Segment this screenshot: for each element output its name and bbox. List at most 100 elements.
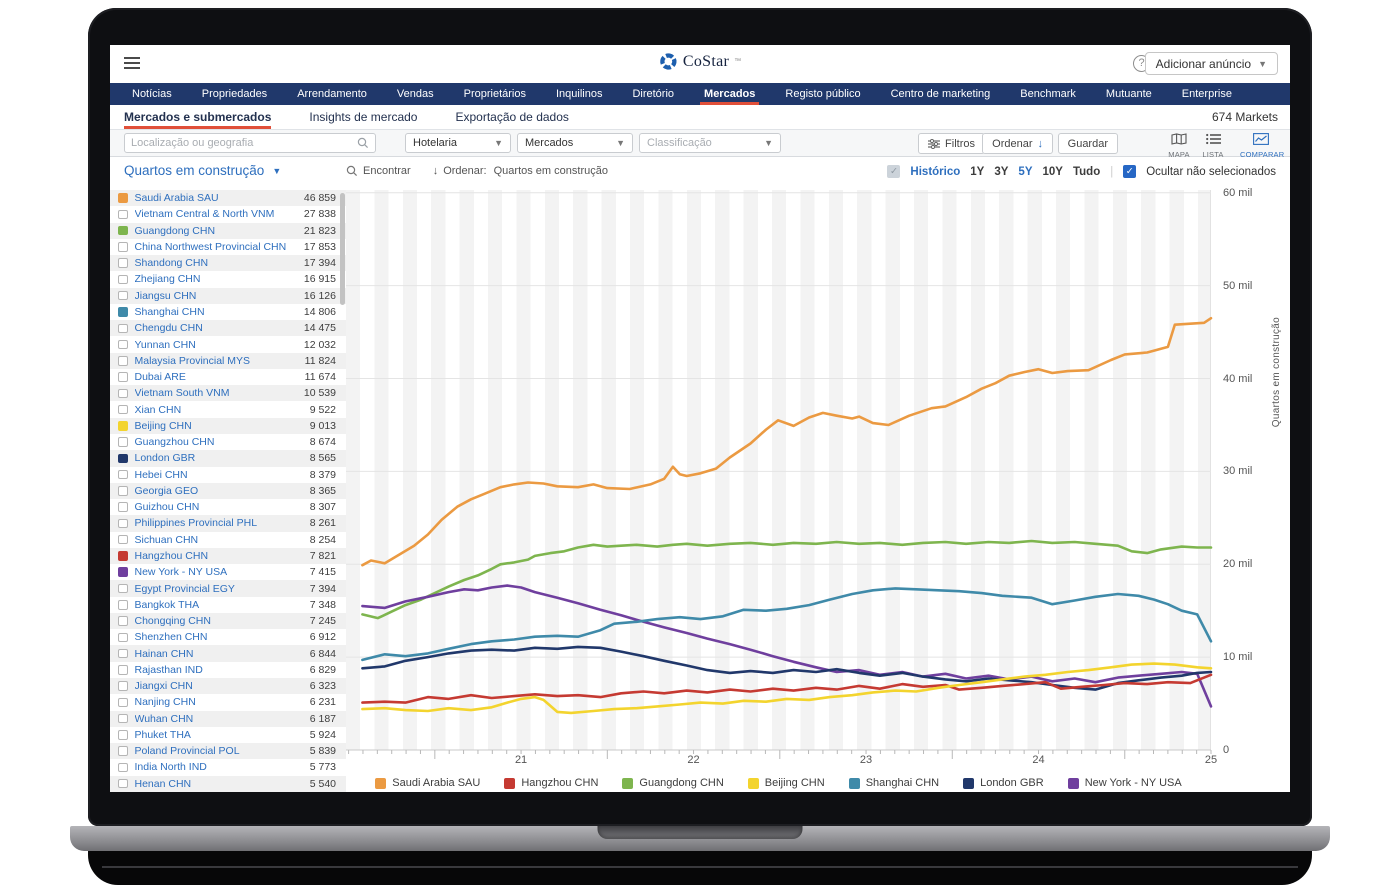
range-1y[interactable]: 1Y bbox=[970, 165, 985, 178]
market-checkbox[interactable] bbox=[118, 551, 128, 561]
market-checkbox[interactable] bbox=[118, 502, 128, 512]
subtab-exporta-o-de-dados[interactable]: Exportação de dados bbox=[455, 110, 569, 124]
market-checkbox[interactable] bbox=[118, 469, 128, 480]
market-row[interactable]: Beijing CHN 9 013 bbox=[110, 417, 346, 434]
nav-item-propriet-rios[interactable]: Proprietários bbox=[463, 88, 526, 100]
market-checkbox[interactable] bbox=[118, 225, 128, 236]
series-line-hangzhou-chn[interactable] bbox=[361, 673, 1213, 704]
market-row[interactable]: Hangzhou CHN 7 821 bbox=[110, 547, 346, 565]
market-checkbox[interactable] bbox=[118, 356, 128, 366]
market-row[interactable]: Chengdu CHN 14 475 bbox=[110, 320, 346, 337]
market-checkbox[interactable] bbox=[118, 730, 128, 740]
market-row[interactable]: Shandong CHN 17 394 bbox=[110, 255, 346, 272]
market-checkbox[interactable] bbox=[118, 274, 128, 285]
legend-item-london-gbr[interactable]: London GBR bbox=[963, 777, 1044, 789]
market-checkbox[interactable] bbox=[118, 600, 128, 610]
market-checkbox[interactable] bbox=[118, 778, 128, 789]
market-checkbox[interactable] bbox=[118, 258, 128, 268]
range-tudo[interactable]: Tudo bbox=[1072, 165, 1101, 178]
market-row[interactable]: Jiangsu CHN 16 126 bbox=[110, 287, 346, 304]
legend-item-guangdong-chn[interactable]: Guangdong CHN bbox=[622, 777, 724, 789]
market-row[interactable]: Yunnan CHN 12 032 bbox=[110, 336, 346, 352]
market-checkbox[interactable] bbox=[118, 518, 128, 529]
market-checkbox[interactable] bbox=[118, 665, 128, 675]
market-checkbox[interactable] bbox=[118, 632, 128, 643]
market-row[interactable]: Guangdong CHN 21 823 bbox=[110, 222, 346, 239]
nav-item-registo-p-blico[interactable]: Registo público bbox=[785, 88, 861, 100]
range-10y[interactable]: 10Y bbox=[1042, 165, 1063, 178]
market-row[interactable]: Bangkok THA 7 348 bbox=[110, 597, 346, 613]
market-row[interactable]: Philippines Provincial PHL 8 261 bbox=[110, 515, 346, 532]
market-row[interactable]: Guizhou CHN 8 307 bbox=[110, 499, 346, 515]
hide-unselected-checkbox[interactable]: ✓ bbox=[1123, 165, 1137, 178]
chart-sort-control[interactable]: ↓ Ordenar: Quartos em construção bbox=[433, 165, 608, 177]
property-type-select[interactable]: Hotelaria ▼ bbox=[405, 133, 511, 153]
view-compare-button[interactable]: COMPARAR bbox=[1240, 132, 1284, 159]
series-line-shanghai-chn[interactable] bbox=[361, 587, 1213, 662]
historico-checkbox[interactable]: ✓ bbox=[887, 165, 901, 178]
location-search-input[interactable] bbox=[125, 137, 357, 149]
market-row[interactable]: Chongqing CHN 7 245 bbox=[110, 612, 346, 630]
market-row[interactable]: China Northwest Provincial CHN 17 853 bbox=[110, 239, 346, 255]
legend-item-hangzhou-chn[interactable]: Hangzhou CHN bbox=[504, 777, 598, 789]
location-search[interactable] bbox=[124, 133, 376, 153]
market-checkbox[interactable] bbox=[118, 567, 128, 577]
range-3y[interactable]: 3Y bbox=[994, 165, 1009, 178]
series-line-guangdong-chn[interactable] bbox=[361, 539, 1213, 620]
market-row[interactable]: Poland Provincial POL 5 839 bbox=[110, 743, 346, 760]
nav-item-mutuante[interactable]: Mutuante bbox=[1105, 88, 1152, 100]
market-row[interactable]: New York - NY USA 7 415 bbox=[110, 564, 346, 580]
market-checkbox[interactable] bbox=[118, 583, 128, 594]
market-row[interactable]: Shanghai CHN 14 806 bbox=[110, 304, 346, 320]
market-checkbox[interactable] bbox=[118, 534, 128, 545]
metric-selector[interactable]: Quartos em construção ▼ bbox=[124, 163, 281, 178]
market-row[interactable]: Georgia GEO 8 365 bbox=[110, 482, 346, 500]
nav-item-diret-rio[interactable]: Diretório bbox=[632, 88, 675, 100]
filters-button[interactable]: Filtros bbox=[918, 133, 985, 154]
market-row[interactable]: Hainan CHN 6 844 bbox=[110, 645, 346, 662]
find-button[interactable]: Encontrar bbox=[346, 165, 411, 177]
market-checkbox[interactable] bbox=[118, 290, 128, 301]
market-checkbox[interactable] bbox=[118, 307, 128, 317]
market-checkbox[interactable] bbox=[118, 453, 128, 464]
market-row[interactable]: Dubai ARE 11 674 bbox=[110, 369, 346, 385]
legend-item-shanghai-chn[interactable]: Shanghai CHN bbox=[848, 777, 939, 789]
nav-item-arrendamento[interactable]: Arrendamento bbox=[297, 88, 367, 100]
market-row[interactable]: Zhejiang CHN 16 915 bbox=[110, 271, 346, 287]
subtab-insights-de-mercado[interactable]: Insights de mercado bbox=[309, 110, 418, 124]
nav-item-centro-de-marketing[interactable]: Centro de marketing bbox=[890, 88, 991, 100]
nav-item-not-cias[interactable]: Notícias bbox=[132, 88, 172, 100]
market-checkbox[interactable] bbox=[118, 762, 128, 773]
market-row[interactable]: Vietnam South VNM 10 539 bbox=[110, 385, 346, 402]
geography-level-select[interactable]: Mercados ▼ bbox=[517, 133, 633, 153]
market-row[interactable]: Xian CHN 9 522 bbox=[110, 401, 346, 417]
nav-item-vendas[interactable]: Vendas bbox=[396, 88, 434, 100]
nav-item-mercados[interactable]: Mercados bbox=[700, 83, 760, 105]
nav-item-propriedades[interactable]: Propriedades bbox=[201, 88, 268, 100]
view-list-button[interactable]: LISTA bbox=[1192, 132, 1234, 159]
market-checkbox[interactable] bbox=[118, 209, 128, 220]
market-checkbox[interactable] bbox=[118, 746, 128, 756]
range-5y[interactable]: 5Y bbox=[1018, 165, 1033, 178]
series-line-saudi-arabia-sau[interactable] bbox=[361, 316, 1213, 567]
market-row[interactable]: Henan CHN 5 540 bbox=[110, 775, 346, 792]
market-checkbox[interactable] bbox=[118, 339, 128, 350]
market-row[interactable]: Sichuan CHN 8 254 bbox=[110, 532, 346, 548]
market-checkbox[interactable] bbox=[118, 486, 128, 496]
series-line-beijing-chn[interactable] bbox=[361, 662, 1213, 715]
market-row[interactable]: Shenzhen CHN 6 912 bbox=[110, 629, 346, 645]
market-checkbox[interactable] bbox=[118, 616, 128, 626]
view-map-button[interactable]: MAPA bbox=[1158, 132, 1200, 159]
market-checkbox[interactable] bbox=[118, 193, 128, 203]
market-checkbox[interactable] bbox=[118, 648, 128, 659]
legend-item-beijing-chn[interactable]: Beijing CHN bbox=[747, 777, 825, 789]
hamburger-menu-icon[interactable] bbox=[124, 57, 140, 69]
market-checkbox[interactable] bbox=[118, 372, 128, 382]
market-checkbox[interactable] bbox=[118, 697, 128, 708]
market-row[interactable]: Wuhan CHN 6 187 bbox=[110, 710, 346, 727]
series-line-new-york-ny-usa[interactable] bbox=[361, 584, 1213, 708]
sidebar-scrollbar-thumb[interactable] bbox=[340, 193, 345, 305]
market-checkbox[interactable] bbox=[118, 421, 128, 431]
market-checkbox[interactable] bbox=[118, 713, 128, 724]
market-row[interactable]: Vietnam Central & North VNM 27 838 bbox=[110, 206, 346, 222]
